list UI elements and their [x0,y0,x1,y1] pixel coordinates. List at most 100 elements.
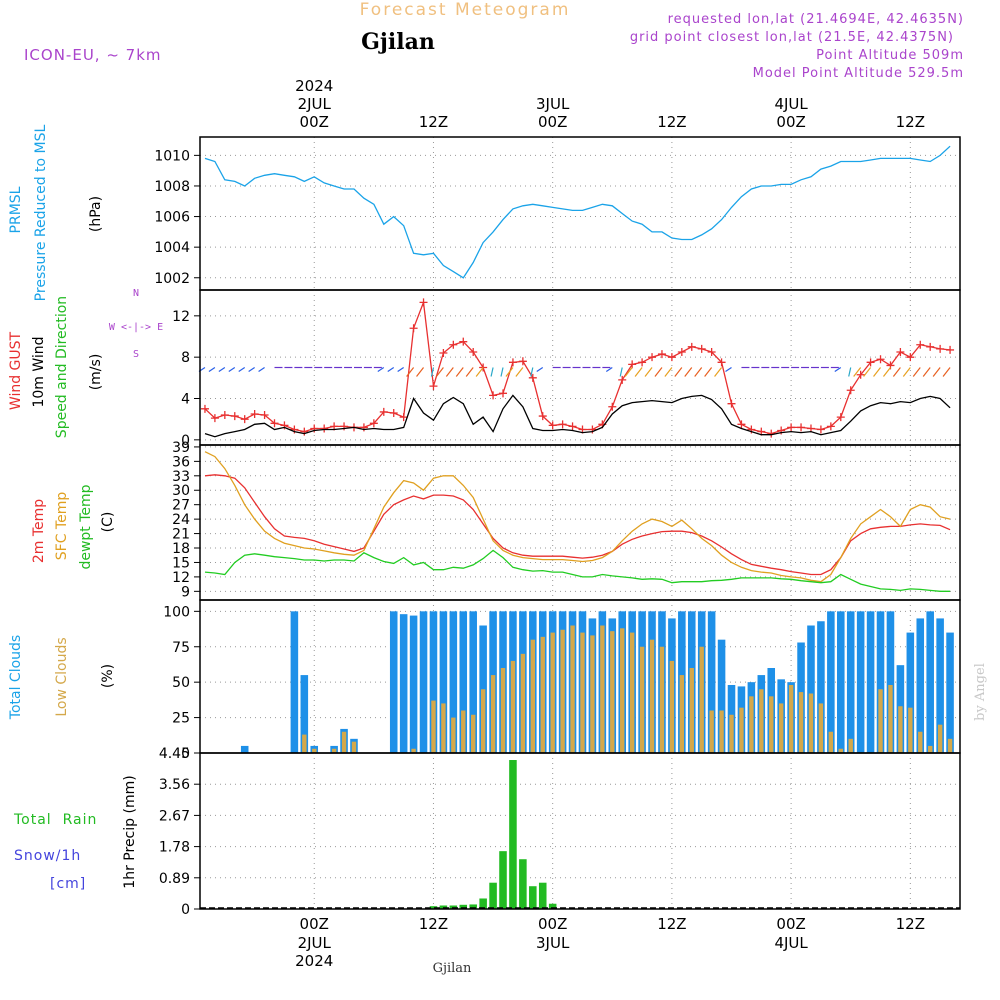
total-cloud-bar [817,621,825,753]
y-tick-label: 36 [172,454,190,470]
low-cloud-bar [659,646,665,753]
wind-direction-arrow [416,367,425,377]
low-cloud-bar [490,675,496,753]
total-cloud-bar [886,611,895,753]
gust-marker [399,413,408,422]
top-hour-label: 00Z [300,113,329,131]
low-cloud-bar [480,689,486,753]
low-clouds-label: Low Clouds [54,637,70,716]
gust-marker [230,412,239,421]
total-cloud-bar [926,611,934,753]
y-tick-label: 75 [172,640,190,656]
low-cloud-bar [749,696,754,753]
low-cloud-bar [610,631,615,753]
total-cloud-bar [856,611,865,753]
low-cloud-bar [798,692,804,753]
total-cloud-bar [419,611,428,753]
y-tick-label: 0.89 [159,871,190,887]
gust-marker [568,422,577,431]
low-cloud-bar [441,703,446,753]
total-cloud-bar [409,615,418,753]
low-cloud-bar [351,741,357,753]
wind-direction-arrow [377,367,385,372]
wind-direction-arrow [725,367,732,372]
gust-marker [697,344,706,353]
total-cloud-bar [449,611,458,753]
gust-marker [210,414,219,423]
low-cloud-bar [729,714,734,753]
gust-marker [687,342,696,351]
series-line-sfc-temp [204,451,951,583]
low-cloud-bar [838,748,843,753]
gust-marker [439,349,448,358]
precip-unit-label: 1hr Precip (mm) [122,775,138,888]
total-cloud-bar [946,632,954,753]
wind-direction-arrow [664,367,673,377]
low-cloud-bar [341,731,347,753]
gust-marker [250,410,259,418]
gust-marker [628,360,637,369]
low-cloud-bar [620,628,625,753]
wind-direction-arrow [912,367,921,377]
low-cloud-bar [600,625,605,753]
gust-marker [816,425,825,434]
wind-10m-label: 10m Wind [31,336,47,407]
wind-direction-arrow [406,367,415,377]
wind-direction-arrow [258,367,265,372]
gust-marker [906,353,915,362]
hpa-unit-label: (hPa) [88,196,104,232]
wind-direction-arrow [644,367,653,377]
compass-east-west: W <-|-> E [109,322,163,333]
prmsl-long-label: Pressure Reduced to MSL [33,124,49,301]
low-cloud-bar [928,745,933,753]
wind-direction-arrow [218,367,226,372]
gust-marker [648,353,657,362]
low-cloud-bar [808,693,814,753]
low-cloud-bar [411,748,416,753]
total-cloud-bar [240,745,249,753]
wind-direction-arrow [248,367,255,372]
y-tick-label: 1010 [154,148,190,164]
low-cloud-bar [570,625,575,753]
snow-label: Snow/1h [14,848,81,864]
total-rain-label: Total Rain [13,812,97,828]
model-label: ICON-EU, ~ 7km [24,46,162,64]
total-cloud-bar [827,611,835,753]
rain-bar [429,906,438,909]
y-tick-label: 4.45 [159,746,190,762]
wind-direction-arrow [624,367,633,377]
y-tick-label: 30 [172,483,190,499]
low-cloud-bar [828,731,834,753]
point-altitude: Point Altitude 509m [816,48,964,63]
total-cloud-bar [876,611,885,753]
wind-direction-arrow [465,367,474,377]
gust-marker [538,412,547,421]
wind-direction-arrow [228,367,236,372]
total-cloud-bar [906,632,915,753]
y-tick-label: 50 [172,675,190,691]
total-cloud-bar [807,625,815,753]
model-altitude: Model Point Altitude 529.5m [753,66,964,81]
wind-direction-arrow [714,367,723,377]
gust-marker [638,358,647,367]
gust-marker [707,348,716,356]
low-cloud-bar [312,748,317,753]
series-line-wind-gust [204,302,951,435]
series-line-dewpt-temp [204,549,951,592]
total-cloud-bar [290,611,299,753]
bottom-hour-label: 00Z [538,915,567,933]
gust-marker [866,358,875,367]
gust-marker [499,389,508,398]
total-cloud-bar [459,611,468,753]
gust-marker [896,348,905,356]
gust-marker [608,402,617,411]
y-tick-label: 15 [172,555,190,571]
gust-marker [429,382,438,391]
y-tick-label: 2.67 [159,808,190,824]
wind-direction-arrow [654,367,663,377]
gust-marker [657,350,666,359]
rain-bar [509,760,517,909]
wind-direction-arrow [684,367,693,377]
gust-marker [419,298,428,307]
